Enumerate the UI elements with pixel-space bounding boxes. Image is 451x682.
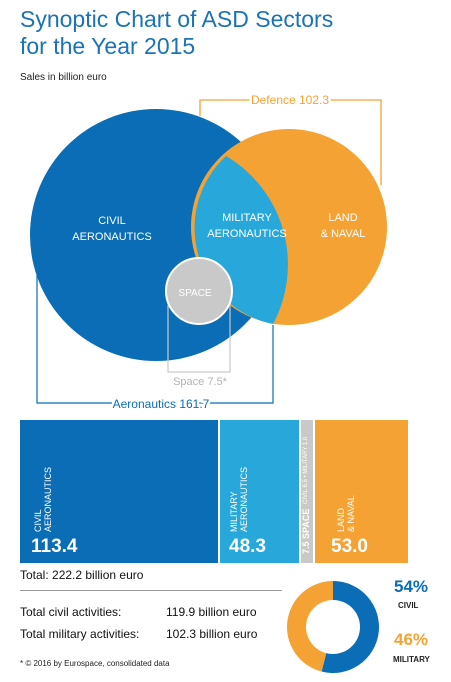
divider <box>20 590 282 591</box>
bar-civil-aeronautics: CIVIL AERONAUTICS 113.4 <box>20 420 218 563</box>
bar-space: 7.5 SPACE CIVIL 6.5 • MILITARY 1.0 <box>301 420 313 563</box>
civil-row-label: Total civil activities: <box>20 605 122 619</box>
bar-space-label: 7.5 SPACE <box>301 508 311 554</box>
land-naval-label: LAND <box>328 212 357 224</box>
military-row: Total military activities: 102.3 billion… <box>20 627 257 641</box>
bar-military-label: MILITARY AERONAUTICS <box>229 466 249 532</box>
land-naval-label-2: & NAVAL <box>321 228 366 240</box>
donut-slice-military <box>287 581 333 672</box>
aeronautics-bracket <box>36 275 274 404</box>
military-aeronautics-label-2: AERONAUTICS <box>207 228 286 240</box>
space-bracket <box>167 305 231 373</box>
aeronautics-label: Aeronautics 161.7 <box>113 397 210 411</box>
donut-slice-civil <box>321 581 379 673</box>
space-label: SPACE <box>178 288 211 299</box>
civil-percent-label: CIVIL <box>398 601 419 610</box>
civil-aeronautics-label: CIVIL <box>98 215 126 227</box>
civil-percent: 54% <box>394 577 429 596</box>
bar-space-note: CIVIL 6.5 • MILITARY 1.0 <box>303 436 309 504</box>
bar-land-naval: LAND & NAVAL 53.0 <box>315 420 408 563</box>
total-text: Total: 222.2 billion euro <box>20 568 144 582</box>
defence-label: Defence 102.3 <box>251 93 329 107</box>
footnote: * © 2016 by Eurospace, consolidated data <box>20 659 170 668</box>
donut-chart <box>287 581 379 673</box>
military-aeronautics-label: MILITARY <box>222 212 272 224</box>
bar-military-aeronautics: MILITARY AERONAUTICS 48.3 <box>220 420 299 563</box>
civil-aeronautics-label-2: AERONAUTICS <box>72 231 151 243</box>
civil-row: Total civil activities: 119.9 billion eu… <box>20 605 257 619</box>
bar-civil-value: 113.4 <box>31 536 78 557</box>
defence-bracket <box>199 99 382 185</box>
circle-space <box>165 257 233 325</box>
chart-subtitle: Sales in billion euro <box>20 72 107 83</box>
military-row-label: Total military activities: <box>20 627 140 641</box>
bar-land-value: 53.0 <box>331 536 368 557</box>
space-callout-label: Space 7.5* <box>173 376 228 388</box>
bar-military-value: 48.3 <box>229 536 266 557</box>
bar-land-label: LAND & NAVAL <box>336 495 356 532</box>
military-percent: 46% <box>394 630 429 649</box>
military-percent-label: MILITARY <box>393 655 430 664</box>
bar-civil-label: CIVIL AERONAUTICS <box>33 466 53 532</box>
chart-title: Synoptic Chart of ASD Sectors for the Ye… <box>20 6 334 59</box>
civil-row-value: 119.9 billion euro <box>166 605 257 619</box>
venn-diagram: Defence 102.3 CIVIL AERONAUTICS MILITARY… <box>30 93 387 411</box>
military-row-value: 102.3 billion euro <box>166 627 258 641</box>
